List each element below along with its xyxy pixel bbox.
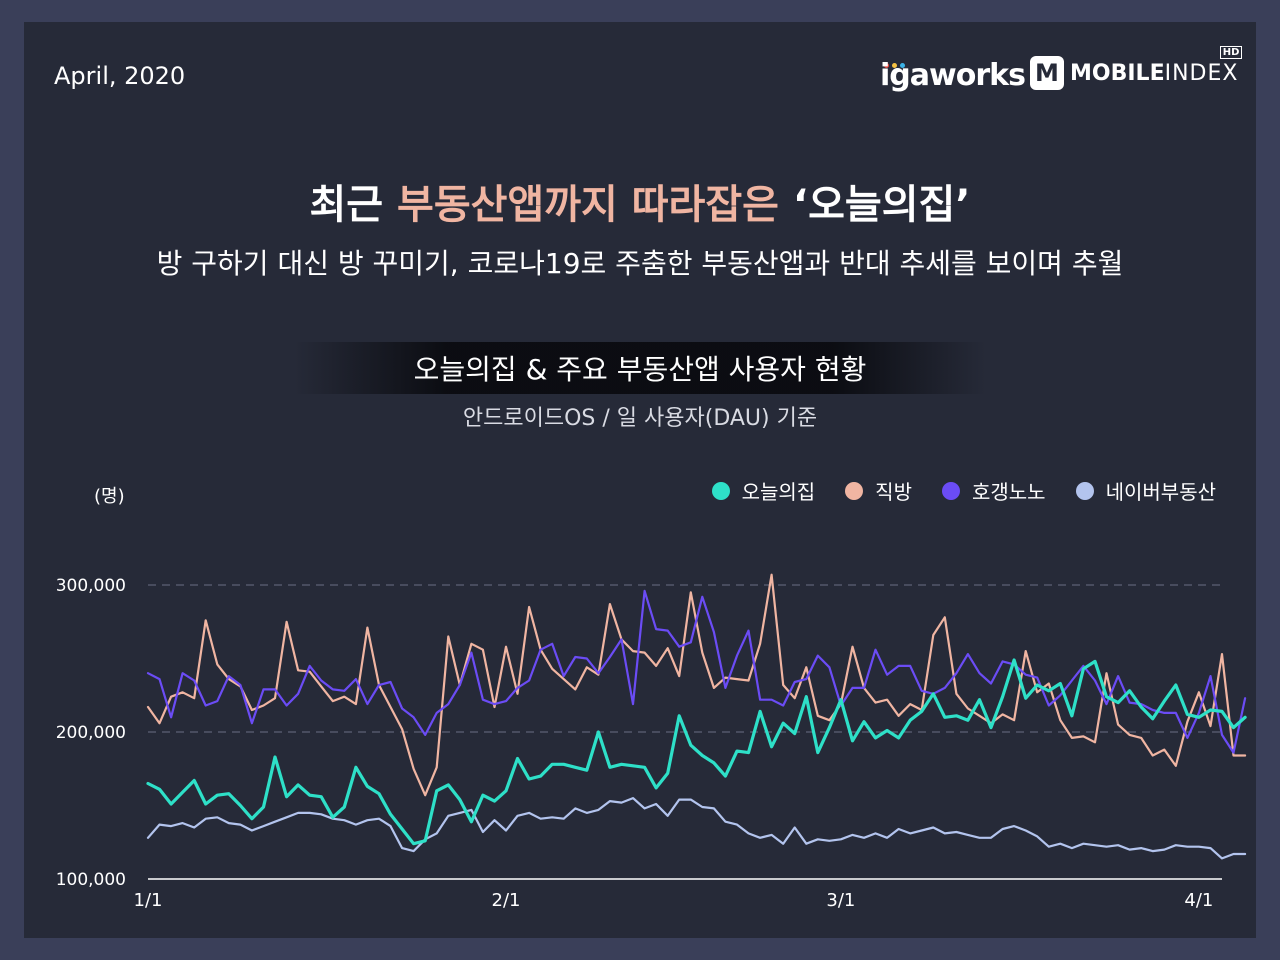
headline-part2: ‘오늘의집’ [778,182,971,228]
legend: 오늘의집 직방 호갱노노 네이버부동산 [682,476,1216,505]
legend-dot-naver [1075,481,1094,500]
legend-dot-ohouse [711,481,730,500]
mobileindex-logo-bold: MOBILE [1070,60,1165,86]
igaworks-logo: igaworks [880,58,1026,93]
legend-item-naver: 네이버부동산 [1075,476,1216,505]
mobileindex-m-icon: M [1030,56,1064,90]
x-tick-label: 1/1 [134,890,163,911]
infographic-card: April, 2020 igaworks M MOBILE INDEX HD 최… [24,22,1256,938]
line-chart: 100,000 200,000 300,000 1/1 2/1 3/1 4/1 [56,573,1247,911]
legend-item-zigbang: 직방 [845,476,912,505]
chart-title: 오늘의집 & 주요 부동산앱 사용자 현황 [413,353,867,386]
series-line-naver [146,796,1247,860]
legend-label-naver: 네이버부동산 [1105,480,1216,504]
series-line-ohouse [146,658,1247,846]
y-axis-unit: (명) [94,486,125,507]
headline-part1: 최근 [309,182,398,228]
legend-label-zigbang: 직방 [875,480,912,504]
series-line-hogangnono [146,589,1247,754]
y-tick-label: 200,000 [56,723,126,743]
headline-subtitle: 방 구하기 대신 방 꾸미기, 코로나19로 주춤한 부동산앱과 반대 추세를 … [156,247,1124,280]
legend-item-ohouse: 오늘의집 [711,476,816,505]
headline: 최근 부동산앱까지 따라잡은 ‘오늘의집’ [24,172,1256,230]
legend-label-hogangnono: 호갱노노 [971,480,1046,504]
x-tick-label: 2/1 [492,890,521,911]
igaworks-logo-dots [884,53,908,72]
x-tick-label: 4/1 [1184,890,1213,911]
x-tick-label: 3/1 [826,890,855,911]
legend-item-hogangnono: 호갱노노 [941,476,1046,505]
y-tick-label: 300,000 [56,576,126,596]
headline-highlight: 부동산앱까지 따라잡은 [397,182,779,228]
report-date: April, 2020 [54,62,186,90]
mobileindex-logo: M MOBILE INDEX HD [1030,46,1243,90]
hd-badge: HD [1219,46,1243,59]
legend-dot-hogangnono [941,481,960,500]
legend-label-ohouse: 오늘의집 [741,480,816,504]
chart-title-band [294,342,986,394]
legend-dot-zigbang [845,481,864,500]
y-tick-label: 100,000 [56,870,126,890]
mobileindex-logo-light: INDEX [1164,60,1239,86]
chart-subtitle: 안드로이드OS / 일 사용자(DAU) 기준 [462,406,818,431]
